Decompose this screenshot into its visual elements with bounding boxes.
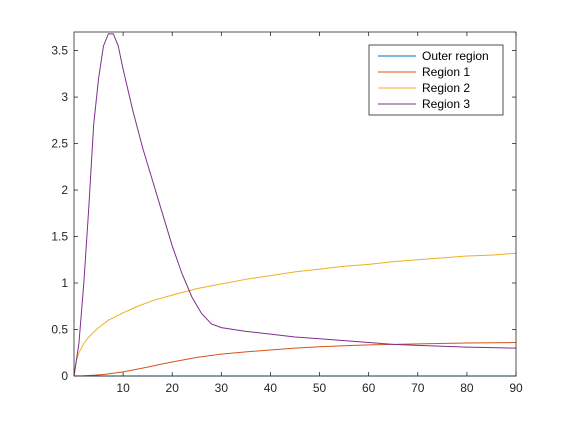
x-tick-label: 20 — [166, 381, 180, 395]
legend-label: Region 1 — [422, 65, 470, 79]
y-tick-label: 2.5 — [51, 137, 68, 151]
x-tick-label: 90 — [509, 381, 523, 395]
y-tick-label: 3.5 — [51, 44, 68, 58]
series-line-4 — [73, 33, 517, 377]
x-tick-label: 80 — [460, 381, 474, 395]
y-tick-label: 0.5 — [51, 323, 68, 337]
legend-box — [368, 44, 504, 116]
y-tick-label: 3 — [61, 90, 68, 104]
series-line-2 — [73, 342, 517, 377]
y-tick-label: 2 — [61, 183, 68, 197]
legend-label: Region 2 — [422, 81, 470, 95]
x-tick-label: 60 — [362, 381, 376, 395]
legend: Outer region Region 1 Region 2 Region 3 — [368, 44, 504, 116]
x-tick-label: 10 — [116, 381, 130, 395]
y-tick-label: 1.5 — [51, 230, 68, 244]
series-line-3 — [73, 252, 517, 377]
axes-box — [73, 31, 517, 377]
legend-label: Outer region — [422, 49, 489, 63]
y-tick-label: 1 — [61, 276, 68, 290]
x-tick-label: 40 — [264, 381, 278, 395]
axes-layer — [73, 31, 517, 377]
y-tick-label: 0 — [61, 369, 68, 383]
legend-label: Region 3 — [422, 97, 470, 111]
ticks-layer: 10 20 30 40 50 60 70 80 90 0 0.5 1 1.5 2 2.5 3 3.5 — [51, 32, 523, 395]
x-tick-label: 50 — [313, 381, 327, 395]
x-tick-label: 30 — [215, 381, 229, 395]
x-tick-label: 70 — [411, 381, 425, 395]
